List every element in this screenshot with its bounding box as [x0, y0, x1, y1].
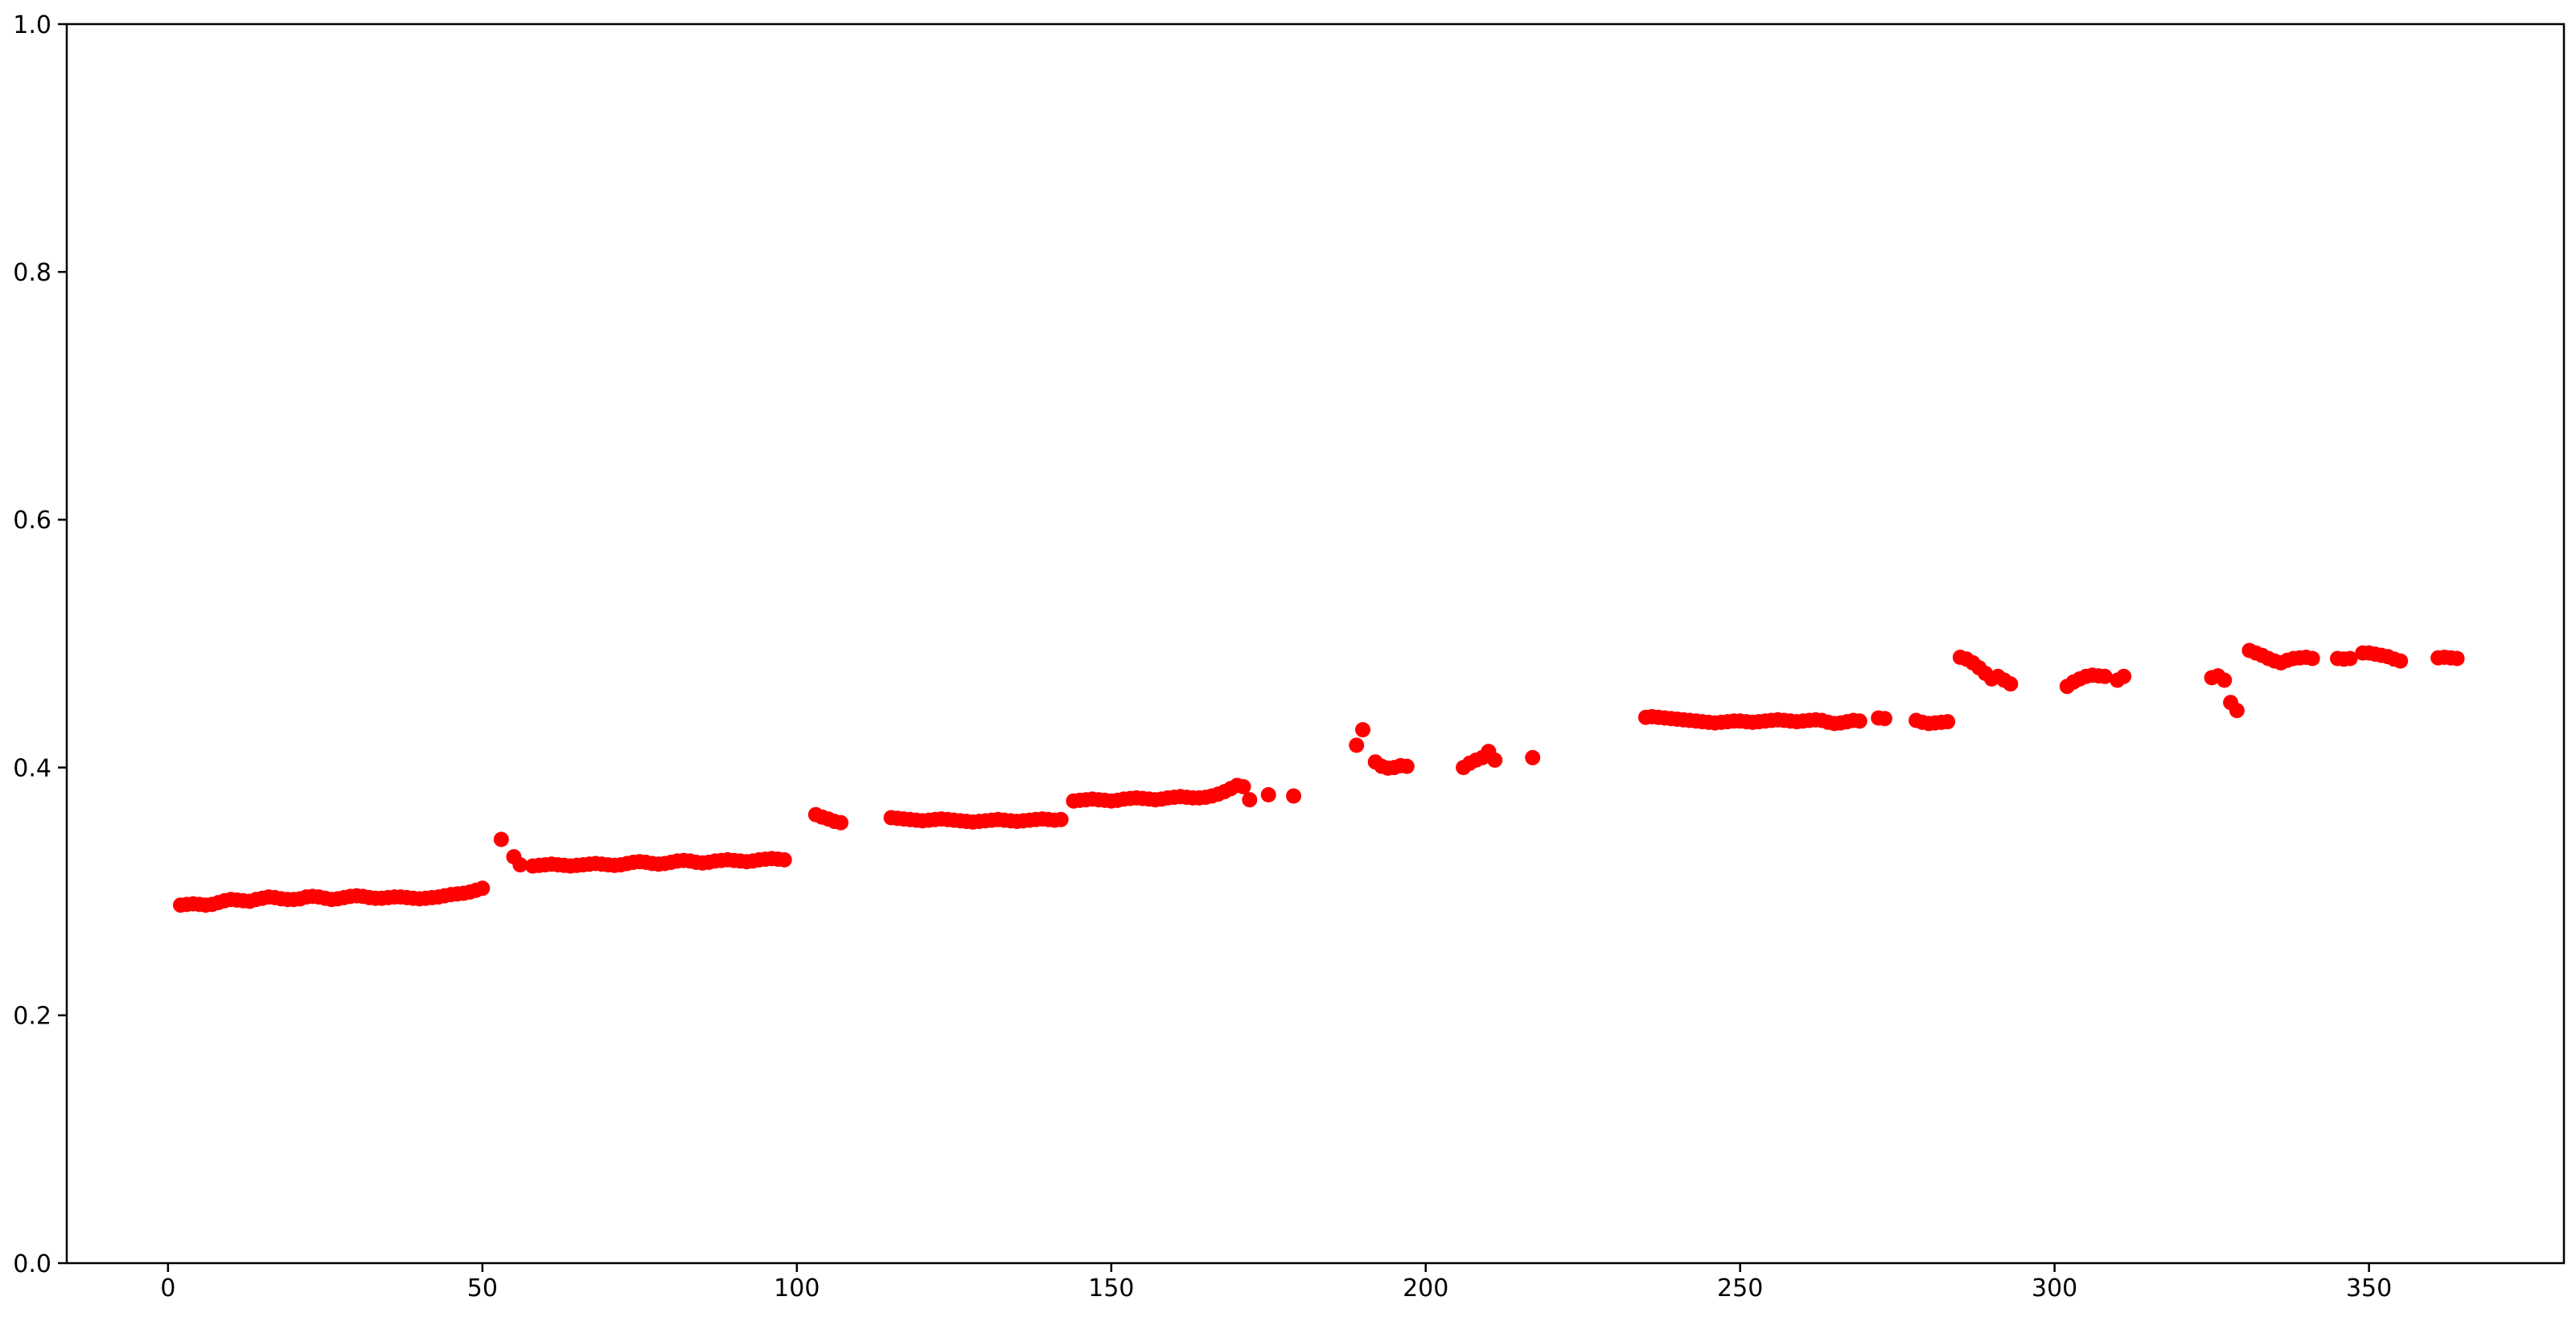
- x-tick-label: 300: [2032, 1274, 2077, 1303]
- data-point: [512, 857, 528, 873]
- data-point: [833, 814, 848, 831]
- x-tick-label: 250: [1717, 1274, 1763, 1303]
- data-point: [493, 831, 509, 847]
- data-point: [1487, 752, 1503, 768]
- data-point: [2229, 703, 2245, 719]
- data-point: [2342, 650, 2358, 667]
- y-tick-label: 1.0: [13, 11, 51, 39]
- y-tick-label: 0.6: [13, 507, 51, 535]
- data-point: [1286, 788, 1301, 804]
- x-tick-label: 150: [1088, 1274, 1134, 1303]
- plot-frame: [65, 23, 2566, 1265]
- data-point: [1260, 787, 1276, 802]
- data-point: [2097, 668, 2113, 684]
- data-point: [1053, 811, 1069, 827]
- data-point: [1349, 737, 1365, 753]
- y-tick-label: 0.0: [13, 1250, 51, 1278]
- data-point: [1235, 779, 1251, 794]
- data-point: [1877, 711, 1892, 727]
- data-point: [475, 880, 491, 896]
- data-point: [2393, 653, 2409, 669]
- y-tick-label: 0.8: [13, 259, 51, 287]
- data-point: [2003, 676, 2019, 692]
- data-points: [173, 642, 2465, 913]
- data-point: [776, 851, 792, 868]
- axis-ticks: [58, 23, 2370, 1272]
- data-point: [2116, 668, 2132, 684]
- data-point: [1851, 713, 1867, 729]
- y-tick-label: 0.4: [13, 754, 51, 782]
- x-tick-label: 350: [2346, 1274, 2392, 1303]
- data-point: [1399, 758, 1415, 774]
- x-tick-label: 0: [160, 1274, 175, 1303]
- x-tick-label: 100: [774, 1274, 820, 1303]
- axis-tick-labels: 0 50 100 150 200 250 300 350 0.0 0.2 0.4 0.6 0.8 1.0: [13, 11, 2392, 1303]
- data-point: [1355, 722, 1370, 738]
- data-point: [2304, 650, 2320, 667]
- data-point: [1242, 792, 1258, 808]
- y-tick-label: 0.2: [13, 1003, 51, 1031]
- data-point: [1940, 714, 1956, 730]
- x-tick-label: 50: [467, 1274, 498, 1303]
- x-tick-label: 200: [1403, 1274, 1448, 1303]
- data-point: [1525, 749, 1541, 765]
- axes-box: [65, 23, 2566, 1265]
- data-point: [2449, 650, 2465, 667]
- data-point: [2217, 672, 2233, 688]
